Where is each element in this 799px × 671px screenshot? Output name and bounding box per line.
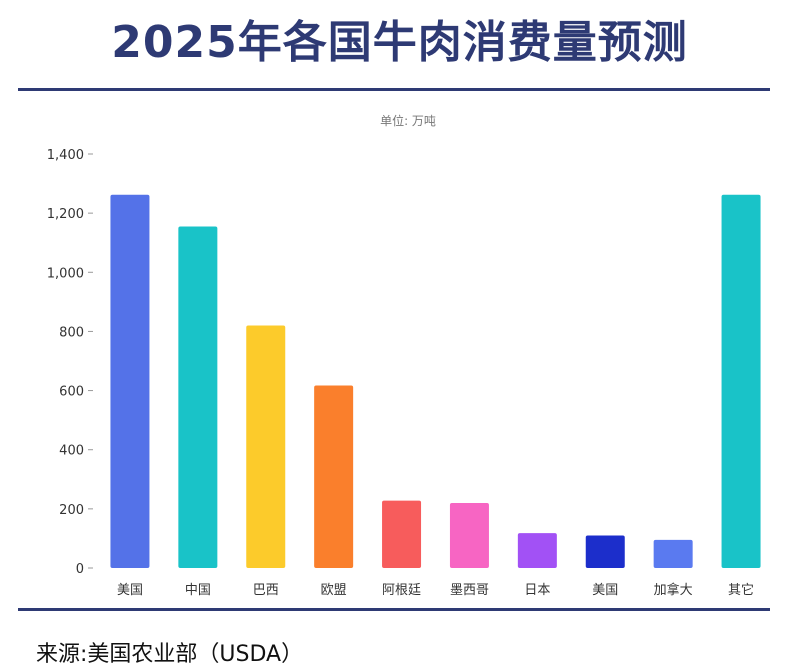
x-axis: 美国 中国 巴西 欧盟 阿根廷 墨西哥 日本 美国 加拿大 其它 [117,582,754,598]
y-tick-label: 0 [76,562,84,577]
bar [246,325,286,568]
unit-label: 单位: 万吨 [380,113,436,128]
x-tick-label: 巴西 [253,583,279,598]
chart-title: 2025年各国牛肉消费量预测 [111,17,688,68]
y-tick-label: 600 [59,385,84,400]
bar [721,194,761,568]
bar [382,500,422,568]
bar [653,539,693,568]
bar [178,226,218,568]
y-tick-label: 400 [59,444,84,459]
x-tick-label: 欧盟 [321,583,347,598]
bar [449,502,489,568]
x-tick-label: 中国 [185,583,211,598]
x-tick-label: 墨西哥 [450,583,489,598]
bar [585,535,625,568]
source-note: 来源:美国农业部（USDA） [36,642,304,667]
x-tick-label: 美国 [592,583,618,598]
top-divider [18,88,770,91]
x-tick-label: 加拿大 [654,582,693,598]
x-tick-label: 阿根廷 [382,583,421,598]
bar [314,385,354,568]
bar-series [110,194,761,568]
y-axis: 0 200 400 600 800 1,000 1,200 1,400 [47,148,93,577]
y-tick-label: 1,000 [47,266,84,281]
y-tick-label: 200 [59,503,84,518]
bottom-divider [18,608,770,611]
y-tick-label: 1,200 [47,207,84,222]
y-tick-label: 800 [59,325,84,340]
x-tick-label: 美国 [117,583,143,598]
x-tick-label: 其它 [728,582,754,598]
y-tick-label: 1,400 [47,148,84,163]
bar [517,533,557,568]
x-tick-label: 日本 [524,583,550,598]
bar [110,194,150,568]
